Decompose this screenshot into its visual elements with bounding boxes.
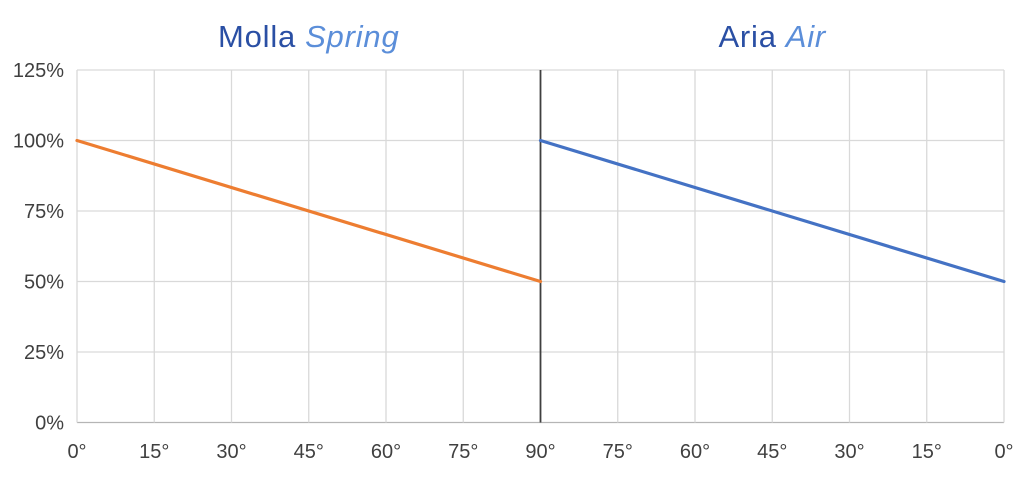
panel-title-primary-text: Aria bbox=[718, 19, 777, 54]
y-tick-label: 50% bbox=[24, 272, 64, 294]
panel-title-secondary-text: Air bbox=[785, 19, 827, 54]
y-tick-label: 75% bbox=[24, 201, 64, 223]
panel-title-aria-air: Aria Air bbox=[541, 16, 1005, 58]
x-tick-label: 75° bbox=[448, 441, 478, 463]
panel-title-primary-text: Molla bbox=[217, 19, 297, 54]
y-tick-label: 125% bbox=[13, 60, 64, 82]
x-tick-label: 0° bbox=[994, 441, 1013, 463]
panel-title-secondary-text: Spring bbox=[305, 19, 400, 54]
x-tick-label: 0° bbox=[67, 441, 86, 463]
x-tick-label: 90° bbox=[525, 441, 555, 463]
x-tick-label: 45° bbox=[294, 441, 324, 463]
x-tick-label: 45° bbox=[757, 441, 787, 463]
x-tick-label: 15° bbox=[139, 441, 169, 463]
panel-title-molla-spring: Molla Spring bbox=[77, 16, 541, 58]
x-tick-label: 60° bbox=[680, 441, 710, 463]
y-tick-label: 0% bbox=[35, 413, 64, 435]
x-tick-label: 15° bbox=[912, 441, 942, 463]
y-tick-label: 25% bbox=[24, 342, 64, 364]
x-tick-label: 60° bbox=[371, 441, 401, 463]
x-tick-label: 75° bbox=[603, 441, 633, 463]
x-tick-label: 30° bbox=[834, 441, 864, 463]
series-line-aria-air bbox=[538, 138, 1006, 284]
y-tick-label: 100% bbox=[13, 131, 64, 153]
x-tick-label: 30° bbox=[216, 441, 246, 463]
series-line-molla-spring bbox=[75, 138, 543, 284]
